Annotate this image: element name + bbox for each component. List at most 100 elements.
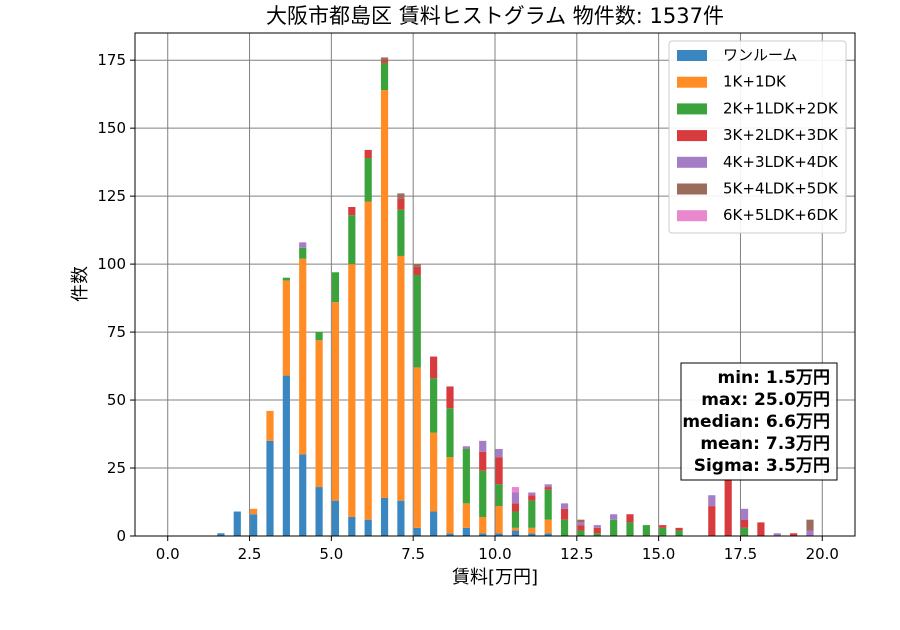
legend-label-0: ワンルーム [723, 46, 798, 64]
bar-3-14 [446, 386, 454, 409]
bar-3-12 [413, 266, 421, 275]
bar-2-26 [642, 525, 650, 536]
bar-3-10 [380, 60, 389, 63]
x-tick-label-1: 2.5 [238, 545, 262, 563]
bar-2-9 [364, 158, 372, 202]
bar-3-11 [397, 198, 405, 210]
y-tick-label-4: 100 [97, 255, 126, 273]
bar-3-19 [528, 495, 536, 501]
bar-0-16 [479, 533, 487, 536]
bar-3-17 [495, 457, 503, 485]
bar-4-34 [773, 533, 781, 536]
y-tick-label-7: 175 [97, 51, 126, 69]
bar-1-10 [380, 90, 389, 498]
bar-3-13 [430, 356, 438, 379]
bar-2-25 [626, 522, 634, 536]
bar-3-32 [740, 519, 749, 528]
x-tick-label-8: 20.0 [806, 545, 839, 563]
bar-4-21 [560, 503, 569, 509]
bar-0-3 [266, 440, 274, 536]
bar-1-7 [331, 302, 340, 501]
chart-title: 大阪市都島区 賃料ヒストグラム 物件数: 1537件 [266, 4, 724, 28]
bar-2-21 [560, 519, 569, 536]
legend: ワンルーム 1K+1DK 2K+1LDK+2DK 3K+2LDK+3DK 4K+3LDK… [668, 40, 847, 234]
bar-1-18 [511, 527, 520, 531]
y-tick-label-0: 0 [116, 527, 126, 545]
bar-2-12 [413, 274, 421, 368]
bar-0-10 [380, 497, 389, 536]
bar-2-32 [740, 527, 749, 536]
bar-2-17 [495, 484, 503, 507]
y-axis-label: 件数 [70, 266, 91, 302]
bar-0-0 [217, 533, 225, 536]
bar-4-5 [299, 242, 307, 248]
bar-4-18 [511, 492, 520, 504]
legend-label-5: 5K+4LDK+5DK [723, 180, 839, 198]
bars [217, 57, 814, 536]
legend-label-6: 6K+5LDK+6DK [723, 206, 839, 224]
bar-0-17 [495, 533, 503, 536]
bar-4-32 [740, 508, 749, 520]
bar-0-9 [364, 519, 372, 536]
legend-swatch-6 [677, 210, 707, 222]
bar-2-20 [544, 489, 552, 520]
bar-1-12 [413, 367, 421, 528]
legend-label-1: 1K+1DK [723, 73, 787, 91]
bar-3-9 [364, 149, 372, 159]
bar-0-2 [250, 514, 258, 536]
bar-5-11 [397, 193, 405, 199]
bar-3-35 [790, 533, 798, 536]
bar-4-19 [528, 492, 536, 496]
bar-5-12 [413, 264, 421, 267]
bar-3-28 [675, 527, 683, 531]
bar-0-18 [511, 530, 520, 536]
bar-1-17 [495, 506, 503, 534]
stats-sigma: Sigma: 3.5万円 [694, 456, 830, 476]
x-tick-label-6: 15.0 [642, 545, 675, 563]
bar-0-14 [446, 533, 454, 536]
bar-3-20 [544, 487, 552, 490]
bar-3-8 [348, 207, 356, 216]
bar-1-8 [348, 264, 356, 517]
x-tick-label-7: 17.5 [724, 545, 757, 563]
bar-3-31 [724, 478, 732, 536]
bar-0-1 [233, 511, 241, 536]
bar-4-30 [708, 495, 716, 507]
legend-swatch-5 [677, 183, 707, 195]
bar-2-11 [397, 209, 405, 256]
y-tick-label-6: 150 [97, 119, 126, 137]
bar-1-3 [266, 410, 274, 441]
bar-3-33 [757, 522, 765, 536]
bar-1-11 [397, 255, 405, 501]
bar-3-30 [708, 506, 716, 536]
x-tick-label-3: 7.5 [401, 545, 425, 563]
x-tick-label-0: 0.0 [156, 545, 180, 563]
legend-frame [668, 40, 847, 234]
stats-max: max: 25.0万円 [701, 390, 830, 410]
bar-2-13 [430, 378, 438, 433]
bar-0-12 [413, 527, 421, 536]
bar-2-27 [659, 527, 667, 536]
legend-label-2: 2K+1LDK+2DK [723, 99, 839, 117]
stats-median: median: 6.6万円 [682, 412, 830, 432]
bar-0-13 [430, 511, 438, 536]
bar-3-21 [560, 508, 569, 520]
bar-4-15 [462, 446, 470, 449]
bar-2-10 [380, 62, 389, 91]
legend-swatch-4 [677, 156, 707, 168]
bar-2-8 [348, 215, 356, 265]
bar-2-6 [315, 332, 323, 341]
legend-swatch-2 [677, 103, 707, 115]
bar-0-19 [528, 533, 536, 536]
bar-1-13 [430, 432, 438, 512]
y-tick-label-2: 50 [107, 391, 126, 409]
bar-2-22 [577, 530, 585, 536]
bar-2-19 [528, 500, 536, 528]
bar-3-25 [626, 514, 634, 523]
bar-5-10 [380, 57, 389, 61]
y-tick-label-5: 125 [97, 187, 126, 205]
bar-2-7 [331, 272, 340, 303]
bar-5-22 [577, 519, 585, 523]
bar-4-36 [806, 530, 814, 536]
